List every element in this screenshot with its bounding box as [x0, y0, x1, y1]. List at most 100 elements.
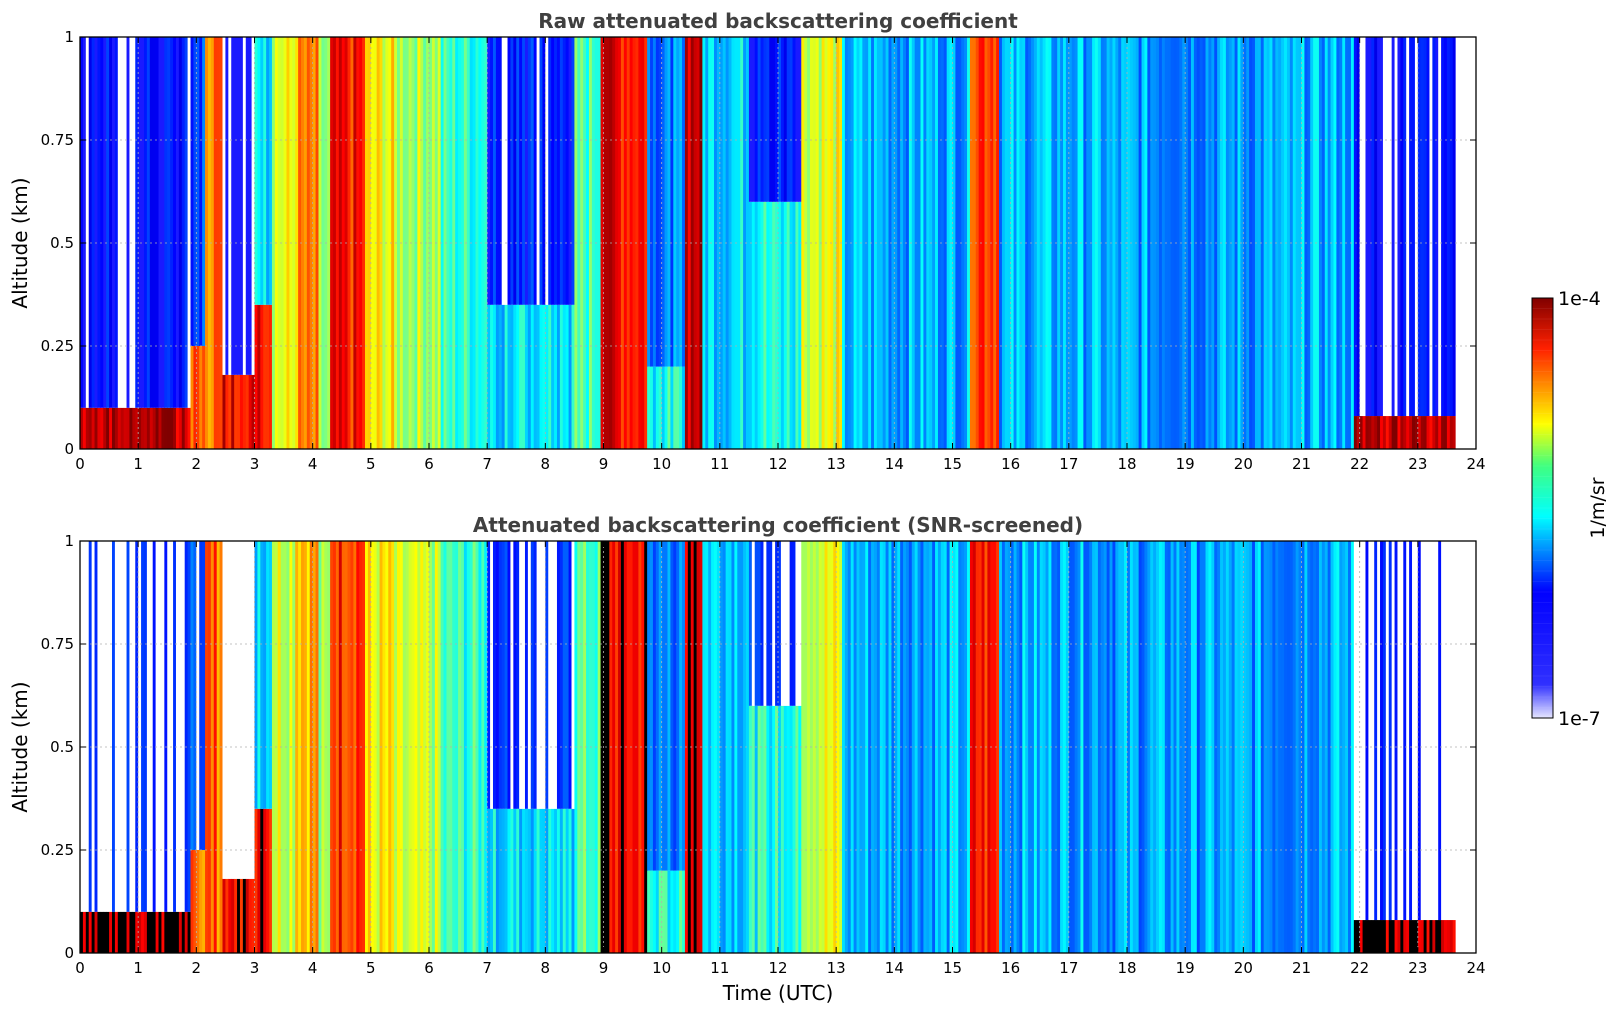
heatmap-cell [199, 541, 203, 850]
heatmap-cell [487, 541, 491, 809]
heatmap-cell [571, 541, 576, 809]
heatmap-cell [1086, 541, 1090, 953]
heatmap-cell [626, 541, 631, 953]
x-tick-label: 4 [308, 959, 318, 977]
heatmap-cell [91, 541, 96, 912]
heatmap-cell [167, 407, 171, 449]
heatmap-cell [917, 541, 922, 953]
heatmap-cell [533, 808, 538, 953]
heatmap-cell [257, 541, 261, 809]
heatmap-cell [696, 541, 701, 953]
heatmap-cell [97, 541, 101, 912]
y-tick-label: 0.75 [41, 131, 74, 149]
heatmap-cell [242, 541, 247, 879]
heatmap-cell [763, 37, 767, 202]
x-tick-label: 20 [1234, 455, 1253, 473]
heatmap-cell [350, 37, 354, 449]
heatmap-cell [556, 541, 561, 809]
heatmap-cell [1330, 37, 1335, 449]
heatmap-cell [164, 911, 168, 953]
heatmap-cell [1307, 37, 1311, 449]
heatmap-cell [1409, 920, 1413, 953]
heatmap-cell [821, 541, 826, 953]
heatmap-cell [1353, 920, 1358, 953]
heatmap-cell [510, 808, 514, 953]
heatmap-cell [85, 541, 90, 912]
heatmap-cell [533, 541, 538, 809]
heatmap-cell [533, 37, 538, 305]
heatmap-cell [827, 541, 831, 953]
heatmap-cell [199, 850, 203, 953]
heatmap-cell [667, 870, 671, 953]
heatmap-cell [795, 541, 799, 706]
heatmap-cell [199, 37, 203, 346]
heatmap-cell [402, 541, 407, 953]
heatmap-cell [1257, 541, 1262, 953]
heatmap-cell [103, 37, 107, 408]
heatmap-cell [175, 407, 180, 449]
heatmap-cell [679, 870, 683, 953]
heatmap-cell [306, 37, 311, 449]
heatmap-cell [109, 407, 113, 449]
heatmap-cell [129, 407, 133, 449]
heatmap-cell [239, 878, 244, 953]
heatmap-cell [1403, 541, 1407, 921]
heatmap-cell [661, 870, 666, 953]
heatmap-cell [743, 541, 747, 953]
heatmap-cell [620, 541, 625, 953]
heatmap-cell [1257, 37, 1262, 449]
heatmap-cell [367, 37, 372, 449]
heatmap-cell [807, 37, 811, 449]
heatmap-cell [1342, 37, 1346, 449]
heatmap-cell [80, 37, 84, 408]
heatmap-cell [1100, 37, 1105, 449]
heatmap-cell [109, 37, 113, 408]
heatmap-cell [248, 541, 253, 879]
heatmap-cell [504, 37, 509, 305]
heatmap-cell [1350, 541, 1355, 953]
heatmap-cell [926, 37, 930, 449]
heatmap-cell [1106, 541, 1111, 953]
heatmap-cell [1010, 37, 1015, 449]
heatmap-cell [251, 374, 256, 449]
heatmap-cell [327, 37, 331, 449]
heatmap-cell [234, 37, 238, 375]
heatmap-cell [1432, 416, 1436, 449]
x-tick-label: 24 [1466, 455, 1485, 473]
heatmap-cell [138, 911, 142, 953]
heatmap-cell [952, 37, 957, 449]
heatmap-cell [780, 37, 785, 202]
heatmap-cell [568, 808, 573, 953]
heatmap-cell [1301, 37, 1306, 449]
heatmap-cell [222, 37, 227, 375]
heatmap-cell [301, 541, 305, 953]
heatmap-cell [1327, 37, 1332, 449]
heatmap-cell [1385, 416, 1390, 449]
heatmap-cell [1371, 541, 1375, 921]
heatmap-cell [135, 911, 139, 953]
heatmap-cell [1010, 541, 1015, 953]
heatmap-cell [850, 541, 855, 953]
heatmap-cell [1394, 37, 1399, 417]
heatmap-cell [141, 911, 145, 953]
heatmap-cell [190, 346, 195, 449]
heatmap-cell [123, 407, 128, 449]
heatmap-cell [1147, 541, 1151, 953]
heatmap-cell [1036, 37, 1041, 449]
heatmap-cell [559, 304, 564, 449]
heatmap-cell [524, 541, 529, 809]
heatmap-cell [748, 705, 753, 953]
heatmap-cell [652, 541, 657, 871]
y-tick-label: 1 [64, 532, 74, 550]
heatmap-cell [266, 808, 270, 953]
heatmap-cell [245, 37, 250, 375]
heatmap-cell [789, 37, 794, 202]
heatmap-cell [1353, 416, 1358, 449]
heatmap-cell [225, 878, 229, 953]
heatmap-cell [702, 37, 706, 449]
heatmap-cell [539, 541, 544, 809]
heatmap-cell [577, 541, 581, 953]
heatmap-cell [498, 541, 503, 809]
x-tick-label: 11 [710, 455, 729, 473]
heatmap-cell [635, 37, 639, 449]
